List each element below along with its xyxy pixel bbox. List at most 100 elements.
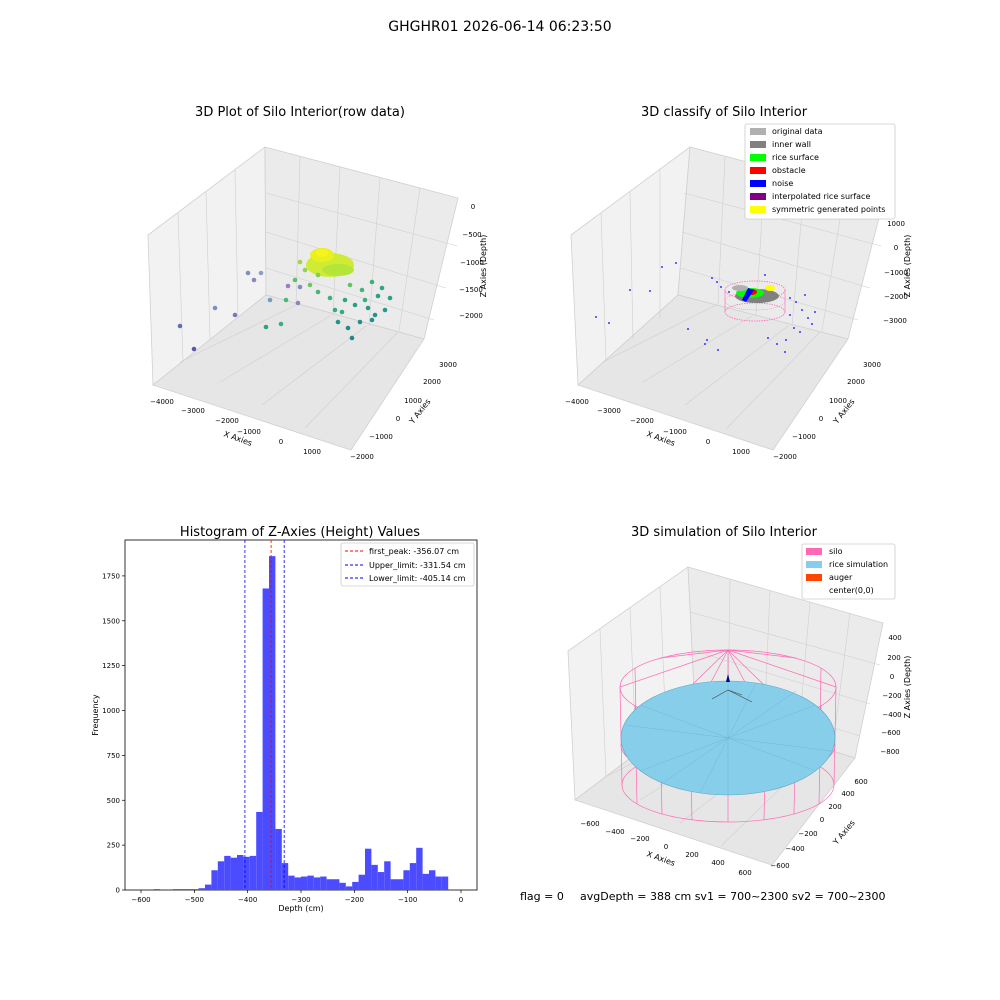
svg-text:0: 0 xyxy=(664,843,668,851)
legend-swatch xyxy=(750,180,766,187)
histogram-bar xyxy=(409,863,417,890)
svg-text:−1000: −1000 xyxy=(237,428,261,436)
panel-histogram: Histogram of Z-Axies (Height) Values −60… xyxy=(91,525,478,913)
svg-text:−1500: −1500 xyxy=(459,286,483,294)
histogram-xlabel: Depth (cm) xyxy=(278,904,323,913)
panel-classify-3d: 3D classify of Silo Interior xyxy=(565,105,912,461)
histogram-bar xyxy=(275,828,282,890)
svg-text:original data: original data xyxy=(772,127,823,136)
histogram-bar xyxy=(390,879,397,890)
panel-simulation-3d: 3D simulation of Silo Interior xyxy=(567,525,912,877)
svg-text:−2000: −2000 xyxy=(884,293,908,301)
histogram-bar xyxy=(262,588,269,890)
svg-text:−1000: −1000 xyxy=(369,433,393,441)
panel2-floor-pane xyxy=(577,294,849,451)
svg-text:inner wall: inner wall xyxy=(772,140,811,149)
svg-text:rice simulation: rice simulation xyxy=(829,560,888,569)
histogram-yticks: 0 250 500 750 1000 1250 1500 1750 xyxy=(102,572,125,895)
histogram-axes-frame xyxy=(124,539,478,891)
histogram-bar xyxy=(153,889,161,890)
svg-text:3000: 3000 xyxy=(863,361,881,369)
histogram-bars xyxy=(153,556,449,890)
svg-text:400: 400 xyxy=(711,859,724,867)
histogram-ytick-label: 1250 xyxy=(102,662,120,670)
svg-text:1000: 1000 xyxy=(404,397,422,405)
legend-swatch xyxy=(750,193,766,200)
histogram-bar xyxy=(230,857,237,890)
svg-text:600: 600 xyxy=(854,778,867,786)
legend-swatch xyxy=(806,561,822,568)
histogram-bar xyxy=(198,888,205,890)
panel1-pointcloud xyxy=(177,248,393,352)
svg-text:−2000: −2000 xyxy=(350,453,374,461)
legend-swatch xyxy=(750,128,766,135)
svg-text:Lower_limit: -405.14 cm: Lower_limit: -405.14 cm xyxy=(369,574,466,583)
panel2-zlabel: Z Axies (Depth) xyxy=(903,235,912,298)
svg-text:−600: −600 xyxy=(770,862,789,870)
panel2-noise-points xyxy=(595,262,816,353)
figure-suptitle: GHGHR01 2026-06-14 06:23:50 xyxy=(388,19,611,35)
panel2-ticks: −4000 −3000 −2000 −1000 0 1000 −2000 −10… xyxy=(565,220,908,461)
panel2-silo-classification xyxy=(724,280,786,322)
histogram-ytick-label: 0 xyxy=(116,887,120,895)
svg-text:0: 0 xyxy=(819,415,823,423)
legend-swatch xyxy=(806,548,822,555)
svg-text:−200: −200 xyxy=(798,830,817,838)
footer-stats: avgDepth = 388 cm sv1 = 700~2300 sv2 = 7… xyxy=(580,890,886,903)
histogram-bar xyxy=(217,861,225,890)
svg-text:−3000: −3000 xyxy=(181,407,205,415)
svg-text:−1000: −1000 xyxy=(884,269,908,277)
panel4-ticks: −600 −400 −200 0 200 400 600 −600 −400 −… xyxy=(580,634,901,877)
svg-text:400: 400 xyxy=(841,790,854,798)
histogram-ytick-label: 250 xyxy=(107,842,120,850)
histogram-bar xyxy=(192,889,199,890)
histogram-bar xyxy=(281,863,289,890)
rice-simulation-mesh xyxy=(624,681,832,795)
svg-text:2000: 2000 xyxy=(847,378,865,386)
svg-text:symmetric generated points: symmetric generated points xyxy=(772,205,885,214)
svg-text:0: 0 xyxy=(396,415,400,423)
histogram-bar xyxy=(377,872,385,890)
svg-text:200: 200 xyxy=(828,803,841,811)
svg-text:noise: noise xyxy=(772,179,793,188)
panel4-zlabel: Z Axies (Depth) xyxy=(903,656,912,719)
footer-flag: flag = 0 xyxy=(520,890,564,903)
svg-text:interpolated rice surface: interpolated rice surface xyxy=(772,192,870,201)
svg-text:−2000: −2000 xyxy=(773,453,797,461)
histogram-bar xyxy=(352,881,359,890)
histogram-bar xyxy=(224,855,231,890)
svg-text:−4000: −4000 xyxy=(150,398,174,406)
svg-text:−600: −600 xyxy=(580,820,599,828)
histogram-bar xyxy=(397,879,404,890)
svg-text:first_peak: -356.07 cm: first_peak: -356.07 cm xyxy=(369,547,459,556)
svg-text:200: 200 xyxy=(887,654,900,662)
histogram-ytick-label: 1500 xyxy=(102,617,120,625)
svg-text:−3000: −3000 xyxy=(597,407,621,415)
histogram-xtick-label: −300 xyxy=(291,896,310,904)
histogram-bar xyxy=(326,879,333,890)
svg-text:1000: 1000 xyxy=(303,448,321,456)
histogram-bar xyxy=(429,870,436,890)
histogram-bar xyxy=(441,876,449,890)
histogram-bar xyxy=(365,848,372,890)
histogram-bar xyxy=(435,876,442,890)
histogram-bar xyxy=(345,886,353,890)
svg-text:−4000: −4000 xyxy=(565,398,589,406)
svg-text:auger: auger xyxy=(829,573,853,582)
svg-text:−2000: −2000 xyxy=(630,417,654,425)
legend-swatch xyxy=(806,574,822,581)
svg-text:−400: −400 xyxy=(785,845,804,853)
histogram-bar xyxy=(173,889,180,890)
histogram-ytick-label: 1750 xyxy=(102,572,120,580)
svg-text:Upper_limit: -331.54 cm: Upper_limit: -331.54 cm xyxy=(369,561,466,570)
svg-text:−400: −400 xyxy=(605,828,624,836)
histogram-bar xyxy=(288,875,295,890)
histogram-ylabel: Frequency xyxy=(91,694,100,736)
histogram-bar xyxy=(313,877,321,890)
histogram-bar xyxy=(301,876,308,890)
svg-text:−600: −600 xyxy=(881,729,900,737)
svg-text:400: 400 xyxy=(888,634,901,642)
svg-text:0: 0 xyxy=(471,203,475,211)
svg-text:−1000: −1000 xyxy=(663,428,687,436)
histogram-bar xyxy=(256,811,263,890)
